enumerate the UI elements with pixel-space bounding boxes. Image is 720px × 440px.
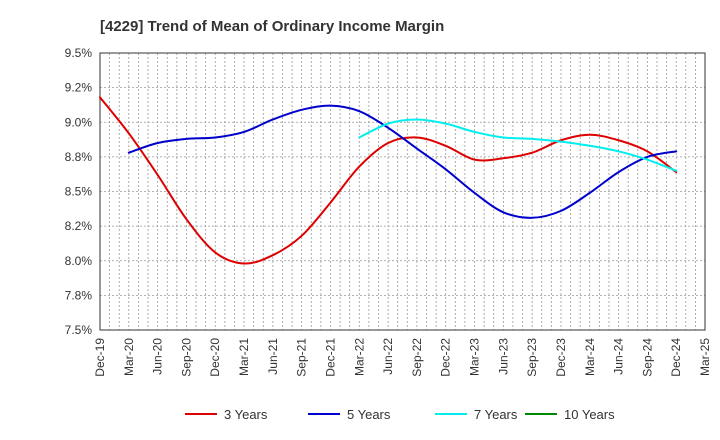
y-tick-label: 8.0% xyxy=(65,254,93,268)
legend-label: 10 Years xyxy=(564,407,615,422)
y-tick-label: 9.5% xyxy=(65,46,93,60)
y-tick-label: 8.5% xyxy=(65,185,93,199)
x-tick-label: Mar-25 xyxy=(698,338,712,376)
x-tick-label: Dec-22 xyxy=(439,338,453,377)
x-tick-label: Mar-23 xyxy=(468,338,482,376)
x-tick-label: Jun-23 xyxy=(496,338,510,375)
x-tick-label: Dec-20 xyxy=(208,338,222,377)
x-tick-label: Mar-21 xyxy=(237,338,251,376)
y-tick-label: 9.2% xyxy=(65,81,93,95)
series-line-5-years xyxy=(127,104,678,219)
y-tick-label: 8.8% xyxy=(65,150,93,164)
x-tick-label: Jun-22 xyxy=(381,338,395,375)
x-tick-label: Mar-24 xyxy=(583,338,597,376)
x-tick-label: Sep-23 xyxy=(525,338,539,377)
x-tick-label: Mar-22 xyxy=(352,338,366,376)
x-tick-label: Jun-20 xyxy=(151,338,165,375)
legend-label: 3 Years xyxy=(224,407,268,422)
series-line-7-years xyxy=(358,118,678,172)
plot-border xyxy=(99,52,706,331)
x-tick-label: Jun-24 xyxy=(612,338,626,375)
x-tick-label: Dec-19 xyxy=(93,338,107,377)
chart-title: [4229] Trend of Mean of Ordinary Income … xyxy=(100,18,444,35)
plot-background xyxy=(100,53,705,330)
y-tick-label: 9.0% xyxy=(65,115,93,129)
y-tick-label: 7.8% xyxy=(65,288,93,302)
x-tick-label: Jun-21 xyxy=(266,338,280,375)
series-line-3-years xyxy=(99,96,678,265)
y-tick-label: 8.2% xyxy=(65,219,93,233)
legend: 3 Years 5 Years 7 Years 10 Years xyxy=(185,407,615,422)
x-tick-label: Sep-21 xyxy=(295,338,309,377)
x-tick-label: Sep-20 xyxy=(179,338,193,377)
x-tick-label: Dec-23 xyxy=(554,338,568,377)
x-tick-label: Dec-21 xyxy=(323,338,337,377)
legend-label: 7 Years xyxy=(474,407,518,422)
legend-label: 5 Years xyxy=(347,407,391,422)
x-tick-label: Sep-22 xyxy=(410,338,424,377)
x-tick-label: Dec-24 xyxy=(669,338,683,377)
plot-area: 7.5% 7.8% 8.0% 8.2% 8.5% 8.8% 9.0% 9.2% 9.5% Dec-… xyxy=(65,46,712,377)
y-tick-label: 7.5% xyxy=(65,323,93,337)
x-tick-label: Mar-20 xyxy=(122,338,136,376)
x-tick-label: Sep-24 xyxy=(640,338,654,377)
